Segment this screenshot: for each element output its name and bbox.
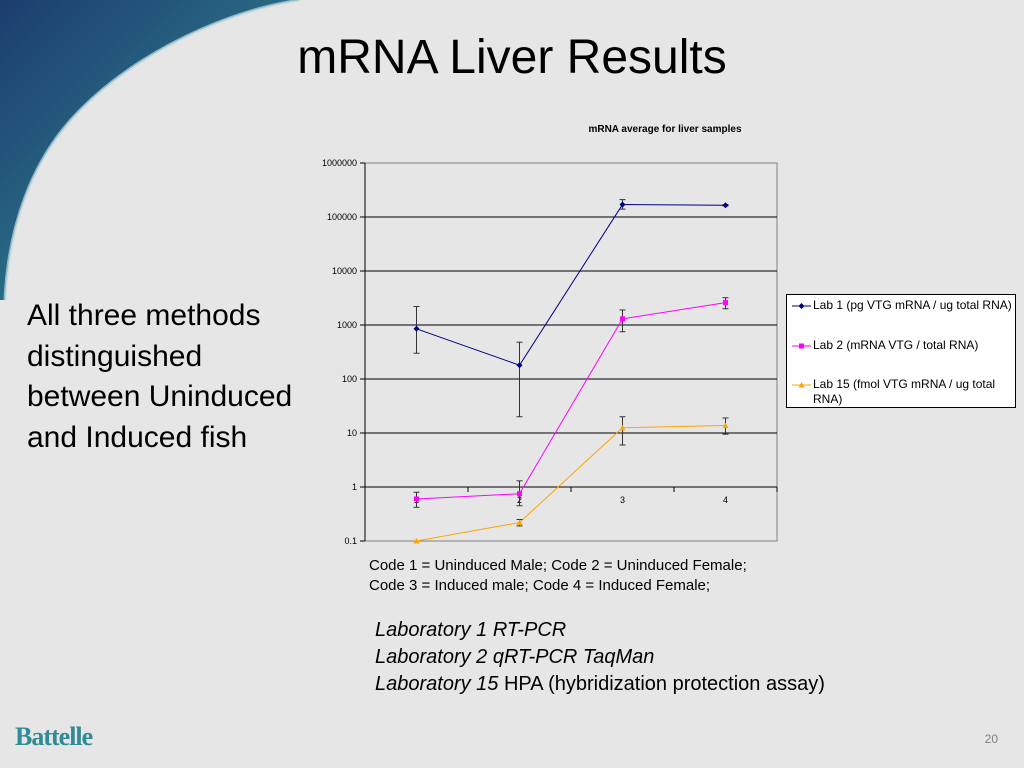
code-note-line: Code 1 = Uninduced Male; Code 2 = Unindu… xyxy=(369,557,747,574)
lab-name: Laboratory 15 xyxy=(375,673,499,695)
y-tick-label: 1000 xyxy=(337,320,357,330)
legend-label: Lab 15 (fmol VTG mRNA / ug total RNA) xyxy=(813,377,996,406)
swoosh-decoration xyxy=(0,0,301,301)
lab-method-line: Laboratory 2 qRT-PCR TaqMan xyxy=(375,644,825,671)
legend-label: Lab 1 (pg VTG mRNA / ug total RNA) xyxy=(813,298,1012,312)
legend-marker-diamond-icon xyxy=(791,298,813,313)
data-point xyxy=(517,491,522,497)
legend-item-lab15: Lab 15 (fmol VTG mRNA / ug total RNA) xyxy=(791,377,1013,407)
x-tick-label: 3 xyxy=(620,495,625,505)
code-note: Code 1 = Uninduced Male; Code 2 = Unindu… xyxy=(369,556,747,596)
data-point xyxy=(516,362,523,369)
code-note-line: Code 3 = Induced male; Code 4 = Induced … xyxy=(369,577,711,594)
legend-marker-square-icon xyxy=(791,338,813,353)
lab-name: Laboratory 2 qRT-PCR TaqMan xyxy=(375,646,655,668)
y-tick-label: 10000 xyxy=(332,266,357,276)
page-title: mRNA Liver Results xyxy=(297,31,727,84)
chart: mRNA average for liver samples 0.1 1 10 100 1… xyxy=(322,124,778,546)
plot-area xyxy=(364,162,778,542)
series-line-1 xyxy=(416,204,726,366)
y-tick-label: 10 xyxy=(347,428,357,438)
data-point xyxy=(414,496,419,502)
lab-method: HPA (hybridization protection assay) xyxy=(498,673,825,695)
side-text: All three methods distinguished between … xyxy=(27,299,293,454)
y-tick-label: 100 xyxy=(342,374,357,384)
x-tick-label: 4 xyxy=(723,495,728,505)
data-point xyxy=(413,325,420,332)
legend-label: Lab 2 (mRNA VTG / total RNA) xyxy=(813,338,979,352)
y-tick-label: 100000 xyxy=(327,212,357,222)
data-point xyxy=(516,519,523,526)
data-point xyxy=(722,202,729,209)
y-tick-label: 1000000 xyxy=(322,158,357,168)
chart-title: mRNA average for liver samples xyxy=(588,124,741,135)
data-point xyxy=(413,538,420,544)
lab-method-line: Laboratory 1 RT-PCR xyxy=(375,617,825,644)
lab-name: Laboratory 1 RT-PCR xyxy=(375,619,567,641)
series-line-3 xyxy=(416,424,726,542)
legend-marker-triangle-icon xyxy=(791,377,813,392)
page-number: 20 xyxy=(984,732,998,746)
data-point xyxy=(722,422,729,428)
y-tick-label: 1 xyxy=(352,482,357,492)
legend-item-lab1: Lab 1 (pg VTG mRNA / ug total RNA) xyxy=(791,298,1013,313)
lab-methods-list: Laboratory 1 RT-PCR Laboratory 2 qRT-PCR… xyxy=(375,617,825,698)
chart-legend: Lab 1 (pg VTG mRNA / ug total RNA) Lab 2… xyxy=(786,294,1016,408)
data-point xyxy=(619,424,626,431)
data-point xyxy=(723,300,728,306)
y-tick-label: 0.1 xyxy=(344,536,357,546)
data-point xyxy=(620,316,625,322)
battelle-logo: Battelle xyxy=(15,722,93,751)
data-point xyxy=(619,201,626,208)
legend-item-lab2: Lab 2 (mRNA VTG / total RNA) xyxy=(791,338,1013,353)
lab-method-line: Laboratory 15 HPA (hybridization protect… xyxy=(375,671,825,698)
series-line-2 xyxy=(416,302,726,500)
